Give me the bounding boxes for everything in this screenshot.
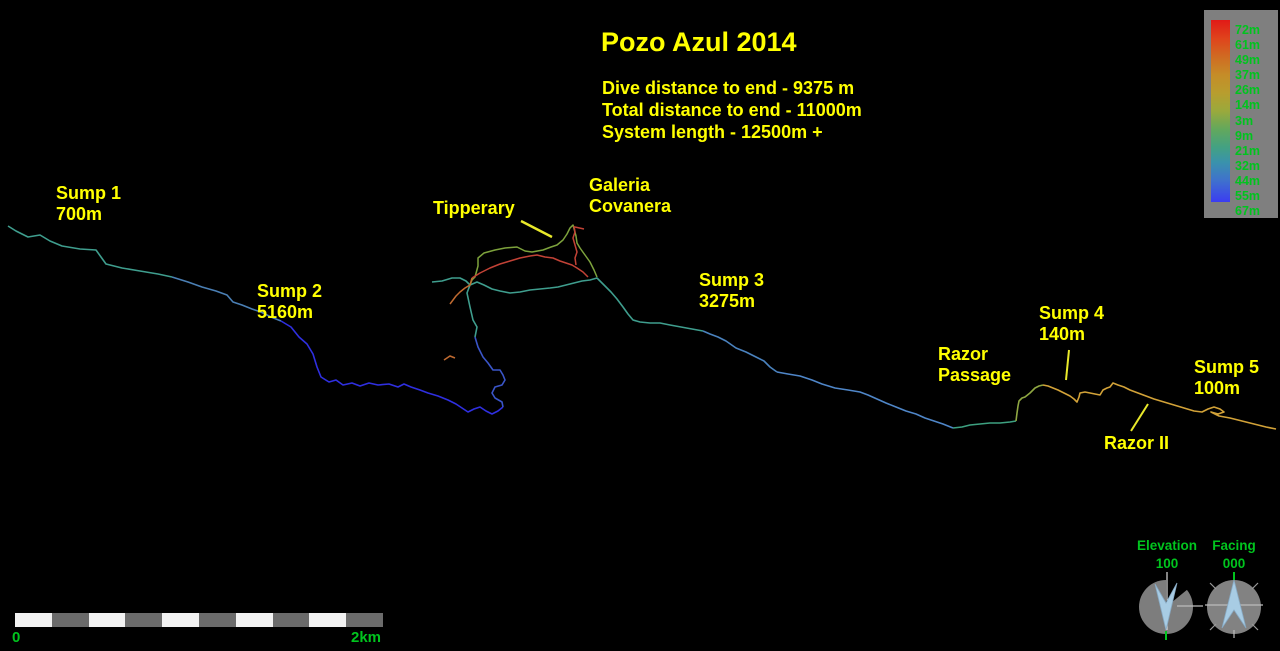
facing-readout: Facing 000 (1204, 537, 1264, 573)
depth-key-label: 3m (1235, 113, 1254, 128)
facing-tick-nw (1209, 582, 1217, 590)
label-sump4: Sump 4 140m (1039, 303, 1104, 345)
scale-bar-segment (88, 613, 126, 627)
depth-key-label: 44m (1235, 173, 1261, 188)
facing-value: 000 (1222, 556, 1246, 571)
passage-ascent-blue (474, 336, 506, 408)
label-sump1-length: 700m (56, 204, 103, 224)
label-sump5: Sump 5 100m (1194, 357, 1259, 399)
scale-bar-segment (15, 613, 52, 627)
elevation-label: Elevation (1136, 538, 1198, 553)
depth-key-labels: 72m 61m 49m 37m 26m 14m 3m 9m 21m 32m 44… (1235, 23, 1260, 219)
sump4-leader-line (1065, 349, 1070, 381)
label-sump2: Sump 2 5160m (257, 281, 322, 323)
label-sump2-name: Sump 2 (257, 281, 323, 301)
label-galeria-line2: Covanera (589, 196, 672, 216)
label-galeria-line1: Galeria (589, 175, 651, 195)
scale-bar (15, 613, 383, 627)
label-razor-line1: Razor (938, 344, 989, 364)
label-razor2: Razor II (1104, 433, 1170, 453)
scale-bar-segment (346, 613, 383, 627)
razor2-leader-line (1130, 403, 1149, 432)
label-sump1: Sump 1 700m (56, 183, 121, 225)
depth-key-label: 55m (1235, 189, 1261, 204)
galeria-spur-red (572, 225, 578, 266)
tipperary-orange-west (449, 277, 473, 305)
depth-gradient-bar (1211, 20, 1230, 202)
label-tipperary: Tipperary (433, 198, 515, 218)
label-sump3-length: 3275m (699, 291, 756, 311)
stat-total-distance: Total distance to end - 11000m (602, 100, 862, 120)
label-sump3: Sump 3 3275m (699, 270, 764, 312)
scale-bar-segment (309, 613, 347, 627)
tipperary-loop-olive (469, 224, 598, 286)
label-sump1-name: Sump 1 (56, 183, 122, 203)
passage-west-stub-teal (431, 277, 471, 286)
scale-bar-segment (125, 613, 163, 627)
depth-key-label: 61m (1235, 38, 1261, 53)
tipperary-leader-line (520, 219, 553, 239)
depth-key-label: 14m (1235, 98, 1261, 113)
scale-bar-segment (51, 613, 89, 627)
label-sump4-name: Sump 4 (1039, 303, 1105, 323)
facing-label: Facing (1212, 538, 1256, 553)
survey-stats: Dive distance to end - 9375 m Total dist… (602, 77, 862, 143)
depth-key-label: 9m (1235, 128, 1254, 143)
elevation-arrow[interactable] (1154, 582, 1178, 631)
label-razor-passage: Razor Passage (938, 344, 1011, 386)
elevation-readout: Elevation 100 (1133, 537, 1201, 573)
scale-bar-segment (272, 613, 310, 627)
label-sump3-name: Sump 3 (699, 270, 765, 290)
stat-system-length: System length - 12500m + (602, 122, 823, 142)
tipperary-red (471, 254, 589, 279)
label-razor-line2: Passage (938, 365, 1012, 385)
label-galeria-covanera: Galeria Covanera (589, 175, 671, 217)
facing-tick-sw (1209, 623, 1217, 631)
passage-razor-climb-olive (1015, 384, 1044, 422)
elevation-value: 100 (1155, 556, 1179, 571)
depth-colour-key: 72m 61m 49m 37m 26m 14m 3m 9m 21m 32m 44… (1204, 10, 1278, 218)
scale-start-label: 0 (12, 629, 21, 646)
passage-sump3-steelblue (702, 330, 778, 373)
label-sump5-name: Sump 5 (1194, 357, 1260, 377)
depth-key-label: 72m (1235, 23, 1261, 37)
depth-key-label: 37m (1235, 68, 1261, 83)
passage-sump3-lightblue (776, 371, 954, 429)
galeria-arrow-red (574, 226, 585, 230)
passage-sump2-deep-blue (280, 320, 504, 415)
depth-key-label: 49m (1235, 53, 1261, 68)
scale-bar-segment (198, 613, 236, 627)
label-sump5-length: 100m (1194, 378, 1241, 398)
depth-key-label: 21m (1235, 143, 1261, 158)
passage-razor-teal (952, 420, 1017, 429)
orange-station-mark (443, 355, 456, 361)
passage-razor2-orange (1042, 382, 1277, 430)
elevation-indicator[interactable] (1139, 572, 1203, 640)
passage-complex-teal (469, 277, 704, 332)
label-sump4-length: 140m (1039, 324, 1086, 344)
facing-indicator[interactable] (1205, 572, 1263, 638)
depth-key-label: 32m (1235, 158, 1261, 173)
scale-bar-segment (162, 613, 199, 627)
facing-tick-ne (1251, 582, 1259, 590)
scale-bar-segment (235, 613, 273, 627)
passage-ascent-teal (466, 284, 478, 338)
label-sump2-length: 5160m (257, 302, 314, 322)
passage-sump1-steelblue (171, 276, 282, 322)
facing-north-arrow[interactable] (1221, 579, 1247, 629)
facing-tick-se (1251, 623, 1259, 631)
depth-key-label: 67m (1235, 204, 1261, 219)
passage-entrance-teal (7, 225, 173, 278)
map-title: Pozo Azul 2014 (601, 27, 797, 57)
depth-key-label: 26m (1235, 83, 1261, 98)
scale-end-label: 2km (351, 629, 382, 646)
stat-dive-distance: Dive distance to end - 9375 m (602, 78, 855, 98)
